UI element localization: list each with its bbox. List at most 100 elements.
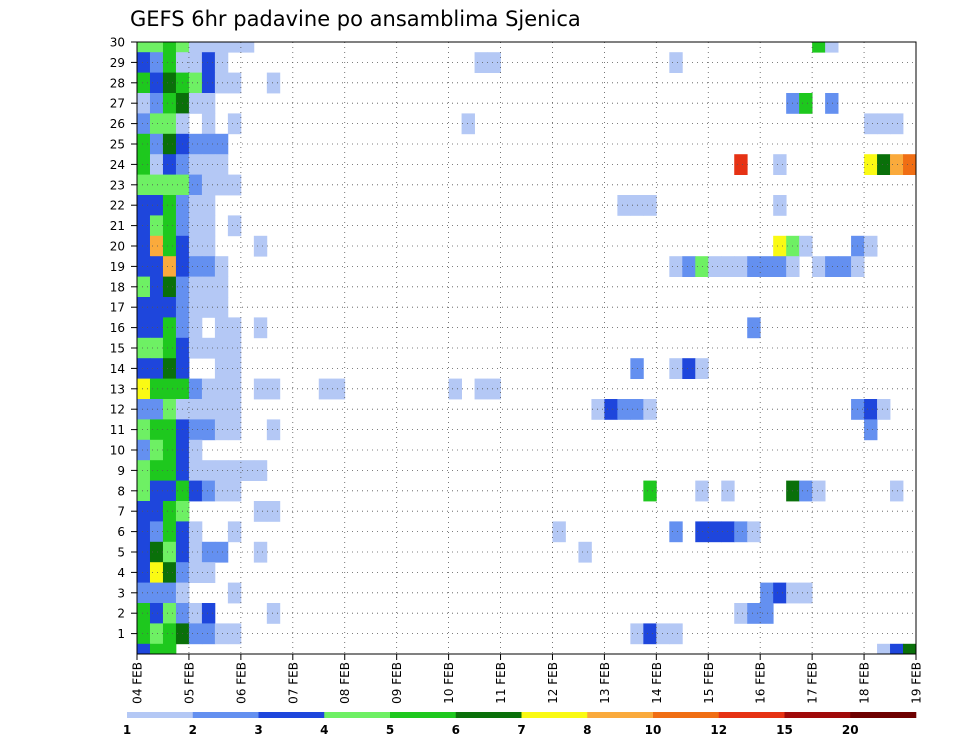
heatmap-cell: [162, 297, 177, 318]
heatmap-cell: [188, 93, 203, 114]
heatmap-cell: [903, 643, 917, 655]
colorbar-label: 5: [386, 723, 394, 737]
heatmap-cell: [214, 52, 229, 73]
heatmap-cell: [890, 154, 904, 175]
heatmap-cell: [669, 358, 683, 379]
heatmap-cell: [137, 235, 151, 257]
colorbar-label: 6: [452, 723, 460, 737]
y-tick-label: 13: [110, 382, 125, 396]
x-tick-label: 18 FEB: [858, 662, 872, 704]
heatmap-cell: [188, 521, 203, 543]
x-tick-label: 19 FEB: [910, 662, 924, 704]
x-tick-label: 12 FEB: [546, 662, 560, 704]
heatmap-cell: [162, 358, 177, 379]
heatmap-cell: [137, 317, 151, 339]
heatmap-cell: [162, 256, 177, 277]
heatmap-cell: [253, 235, 268, 257]
heatmap-cell: [137, 52, 151, 73]
x-tick-label: 10 FEB: [442, 662, 456, 704]
heatmap-cell: [227, 582, 242, 604]
heatmap-cell: [201, 460, 216, 481]
heatmap-cell: [227, 358, 242, 379]
y-tick-label: 3: [117, 586, 125, 600]
heatmap-cell: [137, 378, 151, 400]
heatmap-cell: [162, 378, 177, 400]
colorbar-swatch: [390, 712, 457, 718]
heatmap-cell: [864, 399, 878, 420]
heatmap-cell: [137, 72, 151, 94]
heatmap-cell: [747, 521, 761, 543]
heatmap-cell: [227, 480, 242, 502]
heatmap-cell: [162, 480, 177, 502]
heatmap-cell: [201, 541, 216, 563]
colorbar: 1 2 3 4 5 6 7 8 10 12 15 20: [123, 712, 917, 737]
heatmap-cell: [137, 256, 151, 277]
heatmap-cell: [137, 93, 151, 114]
heatmap-cell: [149, 154, 164, 175]
heatmap-cell: [227, 378, 242, 400]
heatmap-cell: [201, 603, 216, 624]
heatmap-cell: [201, 42, 216, 53]
heatmap-cell: [162, 521, 177, 543]
heatmap-cell: [188, 439, 203, 461]
colorbar-label: 4: [320, 723, 328, 737]
heatmap-cell: [331, 378, 346, 400]
heatmap-cell: [669, 256, 683, 277]
heatmap-cell: [227, 419, 242, 441]
y-tick-label: 23: [110, 178, 125, 192]
heatmap-cell: [162, 174, 177, 196]
heatmap-cell: [695, 521, 709, 543]
heatmap-cell: [137, 276, 151, 298]
heatmap-cell: [825, 256, 839, 277]
heatmap-cell: [695, 256, 709, 277]
y-tick-label: 2: [117, 607, 125, 621]
heatmap-cell: [578, 541, 592, 563]
heatmap-cell: [188, 562, 203, 583]
heatmap-cell: [201, 256, 216, 277]
y-axis: 1234567891011121314151617181920212223242…: [110, 36, 137, 641]
heatmap-cell: [695, 358, 709, 379]
heatmap-cell: [799, 93, 813, 114]
heatmap-cell: [201, 52, 216, 73]
heatmap-cell: [188, 337, 203, 359]
heatmap-cell: [188, 460, 203, 481]
heatmap-cell: [149, 235, 164, 257]
heatmap-cell: [227, 521, 242, 543]
y-tick-label: 16: [110, 321, 125, 335]
heatmap-cell: [669, 521, 683, 543]
heatmap-cell: [188, 541, 203, 563]
heatmap-cell: [643, 480, 657, 502]
heatmap-cell: [137, 174, 151, 196]
y-tick-label: 5: [117, 546, 125, 560]
heatmap-cell: [227, 337, 242, 359]
heatmap-cell: [188, 215, 203, 237]
heatmap-cell: [137, 439, 151, 461]
heatmap-cell: [201, 276, 216, 298]
heatmap-cell: [162, 72, 177, 94]
heatmap-cell: [799, 235, 813, 257]
heatmap-cell: [137, 603, 151, 624]
x-tick-label: 11 FEB: [494, 662, 508, 704]
heatmap-cell: [448, 378, 462, 400]
heatmap-cell: [201, 72, 216, 94]
heatmap-cell: [188, 623, 203, 645]
heatmap-cell: [137, 623, 151, 645]
y-tick-label: 28: [110, 76, 125, 90]
heatmap-cell: [253, 541, 268, 563]
heatmap-cell: [162, 93, 177, 114]
y-tick-label: 21: [110, 219, 125, 233]
heatmap-cell: [137, 133, 151, 155]
heatmap-cell: [240, 42, 255, 53]
heatmap-cell: [669, 623, 683, 645]
heatmap-cell: [149, 460, 164, 481]
x-tick-label: 13 FEB: [598, 662, 612, 704]
heatmap-cell: [890, 480, 904, 502]
heatmap-cell: [643, 195, 657, 216]
heatmap-cell: [903, 154, 917, 175]
heatmap-cell: [604, 399, 618, 420]
colorbar-label: 12: [710, 723, 727, 737]
heatmap-cell: [708, 256, 722, 277]
heatmap-cell: [188, 154, 203, 175]
heatmap-cell: [162, 501, 177, 522]
heatmap-cell: [877, 113, 891, 135]
